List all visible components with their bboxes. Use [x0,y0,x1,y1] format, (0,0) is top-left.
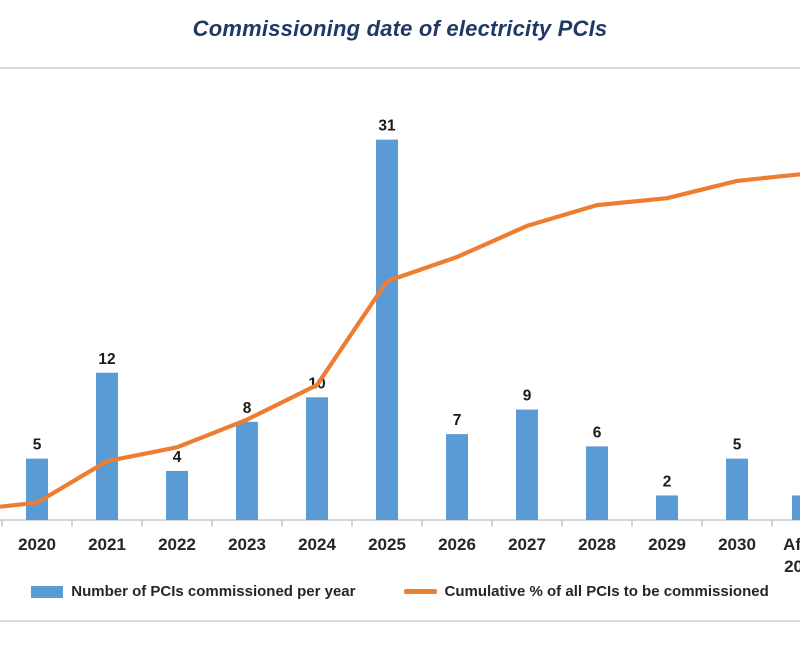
bar-data-label: 12 [98,351,115,368]
bar-2027 [516,409,538,520]
cumulative-percent-line [0,172,800,509]
bar-data-label: 31 [378,118,396,135]
x-axis-label: 2023 [228,535,266,554]
x-axis-label: 2025 [368,535,406,554]
x-axis-label: 2020 [18,535,56,554]
bar-series-swatch-icon [31,585,64,598]
x-axis-label: 2024 [298,535,336,554]
bar-2022 [166,470,188,520]
x-axis-label: 2022 [158,535,196,554]
bar-data-label: 9 [523,388,532,405]
bar-2029 [656,495,678,520]
chart-title: Commissioning date of electricity PCIs [192,16,608,41]
line-series-swatch-icon [403,589,437,594]
bar-data-label: 8 [243,400,252,417]
bar-2030 [726,458,748,520]
bar-2028 [586,446,608,520]
x-axis-label: 2029 [648,535,686,554]
x-axis-label: 2028 [578,535,616,554]
bar-2023 [236,421,258,520]
top-divider [0,67,800,69]
legend-item-bars: Number of PCIs commissioned per year [31,583,356,600]
bar-after-2030 [792,495,800,520]
bar-data-label: 2 [663,473,672,490]
bar-data-label: 6 [593,424,602,441]
x-axis-label: 2027 [508,535,546,554]
bar-2025 [376,139,398,520]
legend-item-line: Cumulative % of all PCIs to be commissio… [403,583,769,600]
bar-2024 [306,397,328,520]
legend-line-label: Cumulative % of all PCIs to be commissio… [444,583,769,600]
bar-data-label: 5 [733,437,742,454]
x-axis-label: After2030 [783,535,800,576]
bar-2020 [26,458,48,520]
bar-data-label: 4 [173,449,182,466]
legend-bar-label: Number of PCIs commissioned per year [71,583,356,600]
chart-legend: Number of PCIs commissioned per year Cum… [0,583,800,600]
bar-2021 [96,372,118,520]
bar-data-label: 7 [453,412,462,429]
x-axis-label: 2021 [88,535,126,554]
bar-data-label: 5 [33,437,42,454]
x-axis-label: 2030 [718,535,756,554]
x-axis-label: 2026 [438,535,476,554]
bar-2026 [446,434,468,520]
bottom-divider [0,620,800,622]
